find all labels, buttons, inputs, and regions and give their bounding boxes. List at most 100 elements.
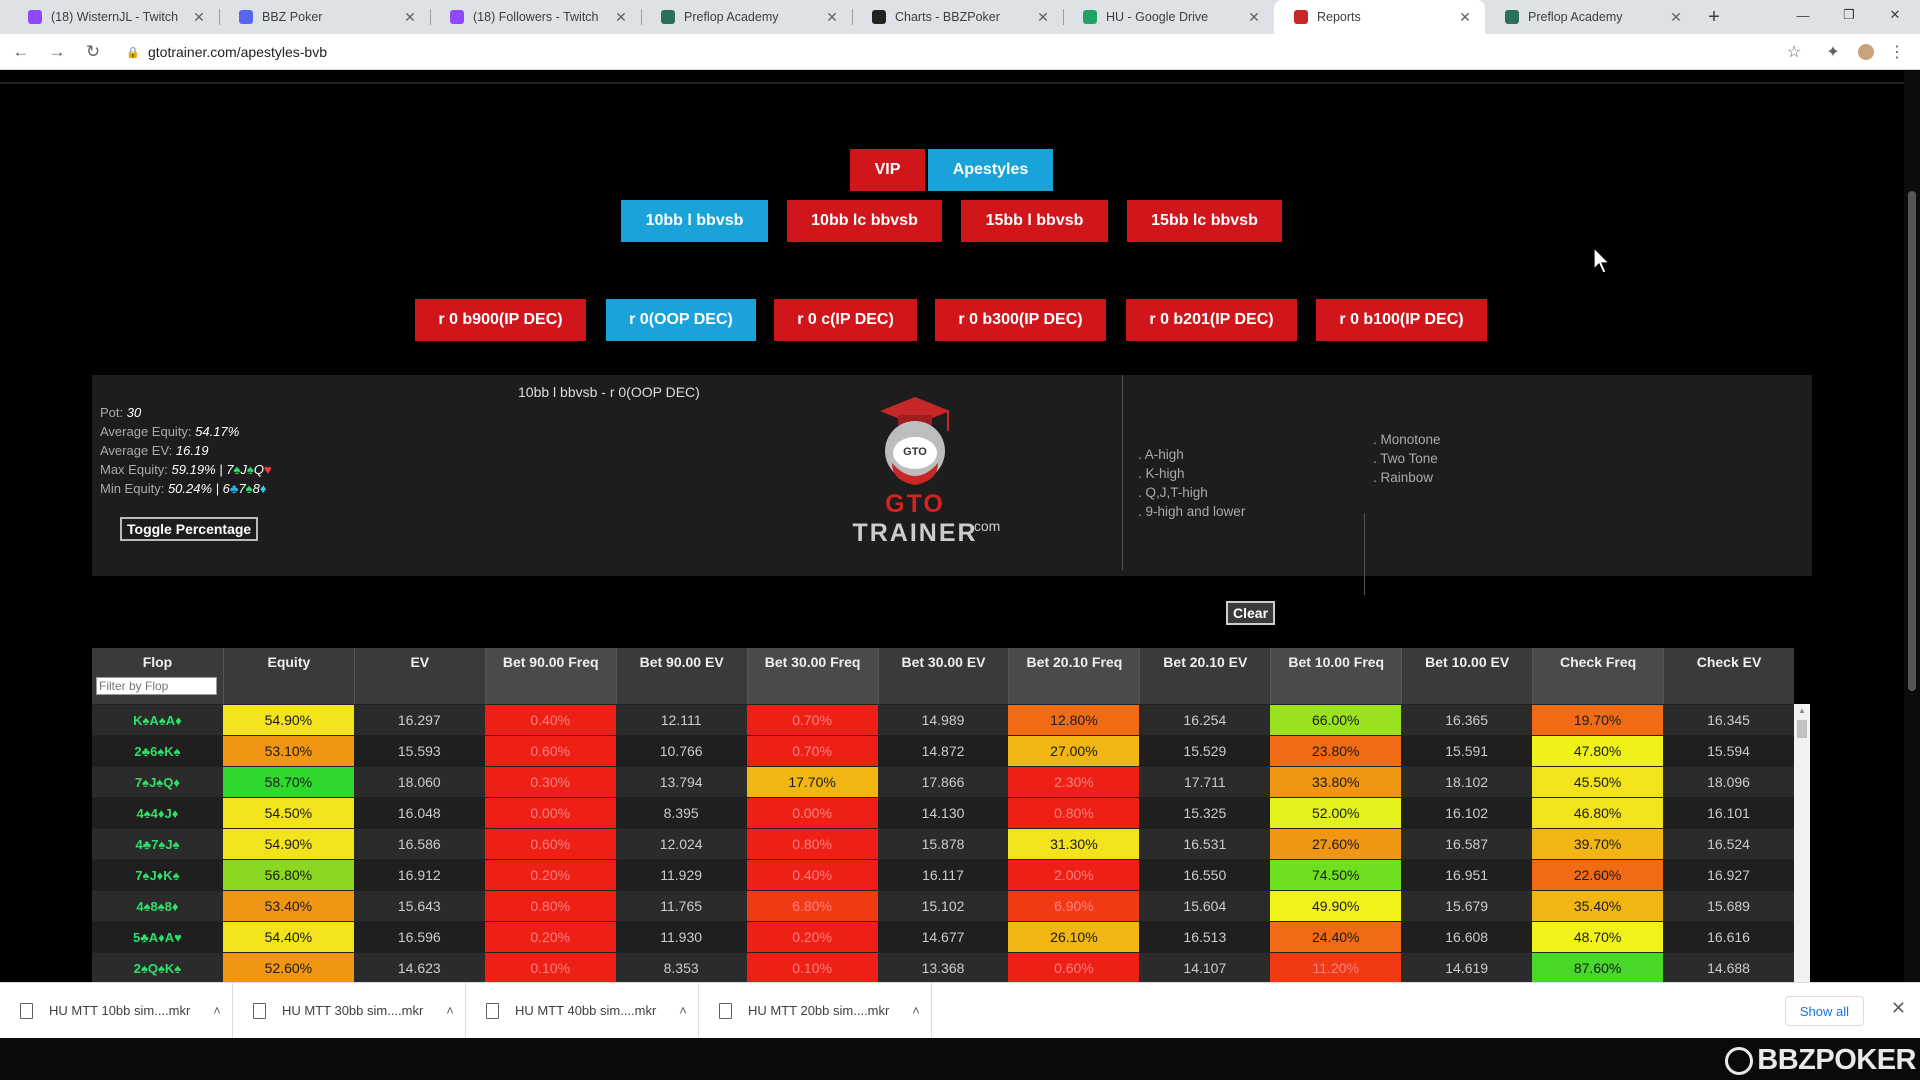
line-oop-button[interactable]: r 0(OOP DEC) — [606, 299, 756, 341]
table-row[interactable]: 7♠J♦K♠ 56.80% 16.912 0.20% 11.929 0.40% 16.117… — [92, 859, 1794, 890]
tab-close-icon[interactable]: ✕ — [1037, 8, 1049, 25]
download-bar-close-icon[interactable]: ✕ — [1890, 998, 1906, 1018]
vip-button[interactable]: VIP — [850, 149, 925, 191]
table-cell: 15.591 — [1445, 743, 1489, 759]
column-header[interactable]: Bet 10.00 Freq — [1270, 648, 1402, 704]
column-header-label: Bet 20.10 Freq — [1026, 654, 1123, 670]
table-row[interactable]: 5♣A♦A♥ 54.40% 16.596 0.20% 11.930 0.20% 14.677… — [92, 921, 1794, 952]
column-header[interactable]: Bet 10.00 EV — [1401, 648, 1532, 704]
tab-close-icon[interactable]: ✕ — [615, 8, 627, 25]
table-row[interactable]: 4♠8♠8♦ 53.40% 15.643 0.80% 11.765 6.80% 15.102… — [92, 890, 1794, 921]
tab-close-icon[interactable]: ✕ — [826, 8, 838, 25]
table-scroll-thumb[interactable] — [1797, 720, 1807, 738]
table-row[interactable]: 2♠Q♠K♠ 52.60% 14.623 0.10% 8.353 0.10% 13.368 0… — [92, 952, 1794, 982]
apestyles-button[interactable]: Apestyles — [928, 149, 1053, 191]
browser-tab[interactable]: Preflop Academy ✕ — [641, 0, 852, 34]
high-filter-item[interactable]: . K-high — [1138, 466, 1185, 481]
toggle-percentage-button[interactable]: Toggle Percentage — [120, 517, 259, 541]
flop-filter-input[interactable] — [96, 677, 217, 695]
column-header[interactable]: Check EV — [1663, 648, 1794, 704]
column-header[interactable]: EV — [353, 648, 485, 704]
table-scroll-up-icon[interactable]: ▲ — [1798, 706, 1806, 715]
table-cell: 15.593 — [397, 743, 441, 759]
forward-icon[interactable]: → — [48, 41, 66, 61]
high-filter-item[interactable]: . Q,J,T-high — [1138, 485, 1208, 500]
column-header[interactable]: Equity — [222, 648, 354, 704]
chevron-up-icon[interactable]: ˄ — [679, 1003, 687, 1018]
tab-close-icon[interactable]: ✕ — [1670, 8, 1682, 25]
profile-avatar[interactable] — [1851, 34, 1881, 70]
texture-filter-item[interactable]: . Monotone — [1373, 432, 1441, 447]
tab-close-icon[interactable]: ✕ — [404, 8, 416, 25]
column-header[interactable]: Bet 90.00 EV — [615, 648, 747, 704]
table-cell: 12.111 — [660, 712, 702, 728]
column-header[interactable]: Bet 90.00 Freq — [484, 648, 616, 704]
download-item[interactable]: HU MTT 10bb sim....mkr ˄ — [0, 982, 233, 1039]
restore-icon[interactable]: ❐ — [1843, 7, 1855, 22]
table-scrollbar[interactable]: ▲ — [1794, 704, 1810, 982]
download-item[interactable]: HU MTT 30bb sim....mkr ˄ — [233, 982, 466, 1039]
extensions-icon[interactable]: ✦ — [1826, 44, 1840, 61]
spot-10bb-lc-button[interactable]: 10bb lc bbvsb — [787, 200, 942, 242]
clear-filters-button[interactable]: Clear — [1226, 601, 1276, 625]
table-row[interactable]: 4♣7♠J♠ 54.90% 16.586 0.60% 12.024 0.80% 15.878… — [92, 828, 1794, 859]
table-cell: 49.90% — [1270, 891, 1402, 921]
spot-10bb-l-button[interactable]: 10bb l bbvsb — [621, 200, 768, 242]
browser-tab[interactable]: HU - Google Drive ✕ — [1063, 0, 1274, 34]
browser-tab[interactable]: Preflop Academy ✕ — [1485, 0, 1696, 34]
window-close-icon[interactable]: ✕ — [1889, 7, 1901, 22]
column-header[interactable]: Bet 30.00 Freq — [746, 648, 878, 704]
texture-filter-item[interactable]: . Rainbow — [1373, 470, 1434, 485]
table-cell: 0.20% — [746, 922, 878, 952]
minimize-icon[interactable]: — — [1796, 7, 1810, 23]
browser-tab[interactable]: Reports ✕ — [1274, 0, 1485, 34]
texture-filter-item[interactable]: . Two Tone — [1373, 451, 1438, 466]
show-all-downloads-button[interactable]: Show all — [1784, 996, 1864, 1026]
high-filter-item[interactable]: . 9-high and lower — [1138, 504, 1246, 519]
browser-tab[interactable]: Charts - BBZPoker ✕ — [852, 0, 1063, 34]
spot-15bb-lc-button[interactable]: 15bb lc bbvsb — [1127, 200, 1282, 242]
browser-tab[interactable]: BBZ Poker ✕ — [219, 0, 430, 34]
back-icon[interactable]: ← — [12, 41, 30, 61]
table-row[interactable]: 4♠4♦J♦ 54.50% 16.048 0.00% 8.395 0.00% 14.130 0… — [92, 797, 1794, 828]
menu-kebab-icon[interactable]: ⋮ — [1889, 44, 1905, 61]
table-row[interactable]: 2♣6♠K♠ 53.10% 15.593 0.60% 10.766 0.70% 14.872… — [92, 735, 1794, 766]
column-header[interactable]: Bet 20.10 Freq — [1008, 648, 1140, 704]
line-check-button[interactable]: r 0 c(IP DEC) — [774, 299, 917, 341]
reload-icon[interactable]: ↻ — [85, 41, 101, 61]
tab-close-icon[interactable]: ✕ — [193, 8, 205, 25]
download-item[interactable]: HU MTT 40bb sim....mkr ˄ — [466, 982, 699, 1039]
column-header[interactable]: Check Freq — [1532, 648, 1664, 704]
line-b300-button[interactable]: r 0 b300(IP DEC) — [935, 299, 1106, 341]
line-b100-button[interactable]: r 0 b100(IP DEC) — [1316, 299, 1487, 341]
column-header[interactable]: Bet 20.10 EV — [1139, 648, 1270, 704]
page-scrollbar[interactable] — [1904, 71, 1920, 982]
browser-tab[interactable]: (18) Followers - Twitch ✕ — [430, 0, 641, 34]
chevron-up-icon[interactable]: ˄ — [213, 1003, 221, 1018]
line-b201-button[interactable]: r 0 b201(IP DEC) — [1126, 299, 1297, 341]
table-row[interactable]: 7♠J♠Q♦ 58.70% 18.060 0.30% 13.794 17.70% 17.86… — [92, 766, 1794, 797]
page-scroll-thumb[interactable] — [1908, 191, 1916, 691]
line-b900-button[interactable]: r 0 b900(IP DEC) — [415, 299, 586, 341]
column-header[interactable]: Flop — [92, 648, 223, 704]
table-cell: 23.80% — [1270, 736, 1402, 766]
address-bar[interactable]: 🔒 gtotrainer.com/apestyles-bvb — [118, 36, 1798, 67]
chevron-up-icon[interactable]: ˄ — [912, 1003, 920, 1018]
table-row[interactable]: K♠A♠A♦ 54.90% 16.297 0.40% 12.111 0.70% 14.989… — [92, 704, 1794, 735]
flop-cell: 4♣7♠J♠ — [135, 836, 180, 852]
flop-cell: 4♠8♠8♦ — [136, 898, 179, 914]
bookmark-star-icon[interactable]: ☆ — [1786, 44, 1802, 61]
chevron-up-icon[interactable]: ˄ — [446, 1003, 454, 1018]
min-equity-value: 50.24% — [167, 481, 213, 496]
download-item[interactable]: HU MTT 20bb sim....mkr ˄ — [699, 982, 932, 1039]
table-cell: 16.345 — [1707, 712, 1750, 728]
table-cell: 18.102 — [1445, 774, 1489, 790]
column-header[interactable]: Bet 30.00 EV — [877, 648, 1009, 704]
spot-15bb-l-button[interactable]: 15bb l bbvsb — [961, 200, 1108, 242]
table-cell: 66.00% — [1270, 705, 1402, 735]
browser-tab[interactable]: (18) WisternJL - Twitch ✕ — [8, 0, 219, 34]
tab-close-icon[interactable]: ✕ — [1248, 8, 1260, 25]
tab-close-icon[interactable]: ✕ — [1459, 8, 1471, 25]
new-tab-button[interactable]: + — [1708, 5, 1720, 28]
high-filter-item[interactable]: . A-high — [1138, 447, 1184, 462]
